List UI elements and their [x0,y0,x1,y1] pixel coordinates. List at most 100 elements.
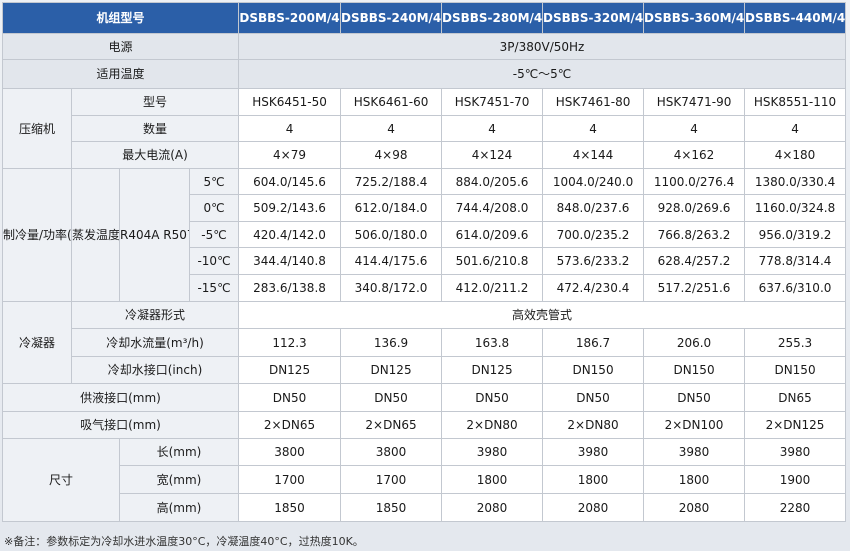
cell: 4 [643,115,746,142]
cell: 283.6/138.8 [238,274,342,302]
compressor-model-row: 压缩机 型号 HSK6451-50 HSK6461-60 HSK7451-70 … [2,88,847,169]
compressor-group-label: 压缩机 [2,88,72,169]
dimension-row: 尺寸 长(mm) 3800 3800 3980 3980 3980 3980 [2,438,847,522]
cell: 4×144 [542,141,645,169]
cell: 2×DN65 [238,411,342,439]
cell: 206.0 [643,328,746,357]
supply-port-label: 供液接口(mm) [1,383,240,412]
condenser-form-value: 高效壳管式 [238,301,847,329]
cell: 2280 [744,493,847,522]
cell: 136.9 [340,328,443,357]
cell: 472.4/230.4 [542,274,645,302]
cell: 2×DN100 [643,411,746,439]
cell: 506.0/180.0 [340,221,443,248]
dimensions-group-label: 尺寸 [2,438,120,522]
cell: 604.0/145.6 [238,168,342,195]
cell: DN50 [238,383,342,412]
cell: DN50 [441,383,544,412]
cell: 412.0/211.2 [441,274,544,302]
cell: HSK6451-50 [238,88,342,116]
cell: 4 [542,115,645,142]
cell: 628.4/257.2 [643,247,746,275]
cell: 700.0/235.2 [542,221,645,248]
cell: 2×DN65 [340,411,443,439]
cell: 420.4/142.0 [238,221,342,248]
compressor-model-label: 型号 [70,88,240,116]
cell: 2×DN80 [441,411,544,439]
dimension-label: 宽(mm) [118,465,240,494]
cell: DN50 [643,383,746,412]
cell: 725.2/188.4 [340,168,443,195]
cell: 3800 [340,438,443,466]
cell: 3980 [441,438,544,466]
cell: HSK7451-70 [441,88,544,116]
cell: 637.6/310.0 [744,274,847,302]
cell: 2×DN80 [542,411,645,439]
cell: 1800 [643,465,746,494]
cell: 340.8/172.0 [340,274,443,302]
evap-temp: 0℃ [188,194,240,222]
evap-temp: -15℃ [188,274,240,302]
cell: 2080 [441,493,544,522]
cell: DN150 [643,356,746,384]
cell: 2×DN125 [744,411,847,439]
cell: 1800 [441,465,544,494]
condenser-flow-label: 冷却水流量(m³/h) [70,328,240,357]
power-label: 电源 [1,33,240,60]
model-header: DSBBS-440M/4 [744,2,847,34]
evap-temp: 5℃ [188,168,240,195]
cooling-row: 制冷量/功率(KW) 蒸发温度 R404A R507A 5℃ 604.0/145… [2,168,847,302]
cell: 4×79 [238,141,342,169]
condenser-port-label: 冷却水接口(inch) [70,356,240,384]
cell: 573.6/233.2 [542,247,645,275]
header-title: 机组型号 [1,2,240,34]
cell: 4×162 [643,141,746,169]
cell: 4×98 [340,141,443,169]
cell: 344.4/140.8 [238,247,342,275]
model-header: DSBBS-320M/4 [542,2,645,34]
temp-range-row: 适用温度 -5℃～5℃ [1,59,847,89]
cell: DN150 [542,356,645,384]
cell: DN125 [340,356,443,384]
cell: 4×180 [744,141,847,169]
cell: 186.7 [542,328,645,357]
cooling-group-label: 制冷量/功率(KW) [2,168,72,302]
cell: 848.0/237.6 [542,194,645,222]
cell: 163.8 [441,328,544,357]
cell: 517.2/251.6 [643,274,746,302]
temp-range-value: -5℃～5℃ [238,59,847,89]
cell: 1160.0/324.8 [744,194,847,222]
dimension-row: 高(mm) 1850 1850 2080 2080 2080 2280 [3,493,847,522]
compressor-count-label: 数量 [70,115,240,142]
cell: 744.4/208.0 [441,194,544,222]
cell: 1700 [238,465,342,494]
cell: DN50 [340,383,443,412]
suction-port-row: 吸气接口(mm) 2×DN65 2×DN65 2×DN80 2×DN80 2×D… [1,411,847,439]
spec-table: 机组型号 DSBBS-200M/4 DSBBS-240M/4 DSBBS-280… [1,2,847,522]
cell: 1850 [340,493,443,522]
cell: 255.3 [744,328,847,357]
dimension-label: 长(mm) [118,438,240,466]
cell: 3980 [643,438,746,466]
condenser-port-row: 冷却水接口(inch) DN125 DN125 DN125 DN150 DN15… [3,356,847,384]
cell: 1850 [238,493,342,522]
cell: 4 [340,115,443,142]
header-row: 机组型号 DSBBS-200M/4 DSBBS-240M/4 DSBBS-280… [1,2,847,34]
evap-temp: -10℃ [188,247,240,275]
model-header: DSBBS-360M/4 [643,2,746,34]
cooling-row: -5℃ 420.4/142.0 506.0/180.0 614.0/209.6 … [3,221,847,248]
power-value: 3P/380V/50Hz [238,33,847,60]
refrigerant-label: R404A R507A [119,168,190,302]
cell: DN65 [744,383,847,412]
cell: 928.0/269.6 [643,194,746,222]
cell: 3980 [542,438,645,466]
cell: 956.0/319.2 [744,221,847,248]
cell: 614.0/209.6 [441,221,544,248]
cell: 1380.0/330.4 [744,168,847,195]
cell: 1100.0/276.4 [643,168,746,195]
compressor-current-row: 最大电流(A) 4×79 4×98 4×124 4×144 4×162 4×18… [3,141,847,169]
footnote: ※备注：参数标定为冷却水进水温度30°C，冷凝温度40°C，过热度10K。 [4,535,364,548]
cell: HSK8551-110 [744,88,847,116]
cell: 4 [238,115,342,142]
cell: 501.6/210.8 [441,247,544,275]
